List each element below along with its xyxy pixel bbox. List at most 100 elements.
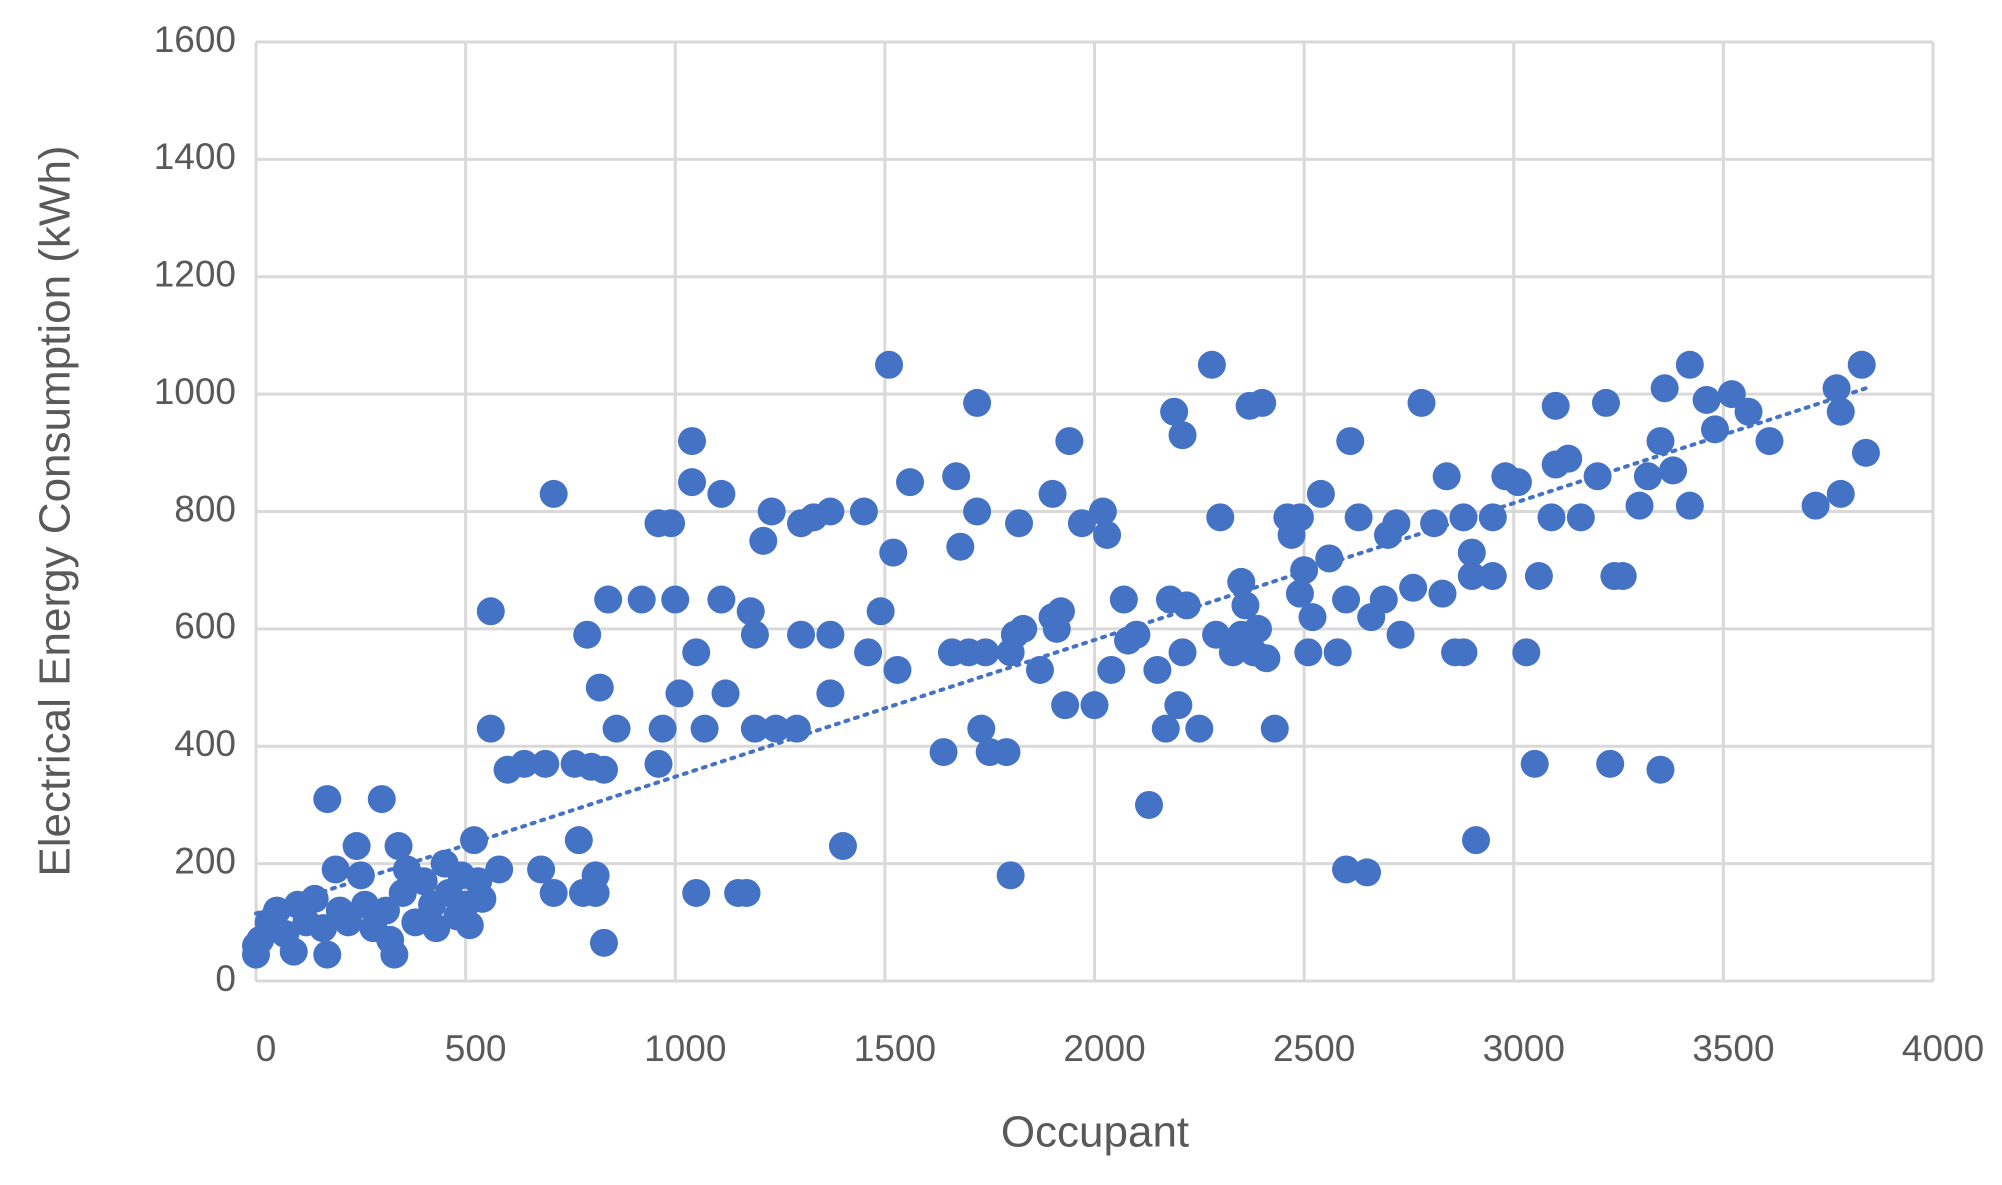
point [1503, 468, 1532, 497]
point [1244, 614, 1273, 643]
point [594, 585, 623, 614]
point [1755, 427, 1784, 456]
point [334, 908, 363, 937]
point [384, 832, 413, 861]
x-tick-label: 0 [256, 1028, 277, 1069]
point [1386, 620, 1415, 649]
y-tick-label: 1400 [154, 136, 236, 177]
point [1038, 479, 1067, 508]
point [1294, 638, 1323, 667]
point [409, 867, 438, 896]
point [1336, 427, 1365, 456]
point [1734, 397, 1763, 426]
point [1826, 397, 1855, 426]
point [1399, 573, 1428, 602]
point [749, 526, 778, 555]
point [1151, 714, 1180, 743]
point [1323, 638, 1352, 667]
point [879, 538, 908, 567]
point [761, 714, 790, 743]
point [648, 714, 677, 743]
point [1202, 620, 1231, 649]
point [380, 940, 409, 969]
point [883, 655, 912, 684]
point [1692, 385, 1721, 414]
point [627, 585, 656, 614]
point [1646, 427, 1675, 456]
point [1382, 509, 1411, 538]
point [1512, 638, 1541, 667]
point [1826, 479, 1855, 508]
point [782, 714, 811, 743]
y-tick-label: 800 [174, 488, 236, 529]
point [476, 714, 505, 743]
x-tick-label: 1000 [644, 1028, 726, 1069]
point [1005, 509, 1034, 538]
point [682, 878, 711, 907]
point [351, 890, 380, 919]
point [946, 532, 975, 561]
point [313, 785, 342, 814]
point [1332, 855, 1361, 884]
point [942, 462, 971, 491]
point [1046, 597, 1075, 626]
point [736, 597, 765, 626]
point [1252, 644, 1281, 673]
point [682, 638, 711, 667]
y-tick-label: 600 [174, 606, 236, 647]
point [896, 468, 925, 497]
point [455, 911, 484, 940]
point [422, 914, 451, 943]
point [531, 749, 560, 778]
point [849, 497, 878, 526]
point [313, 940, 342, 969]
point [963, 388, 992, 417]
point [581, 878, 610, 907]
point [992, 738, 1021, 767]
point [644, 749, 673, 778]
point [1168, 638, 1197, 667]
point [866, 597, 895, 626]
point [1449, 503, 1478, 532]
point [279, 937, 308, 966]
point [1260, 714, 1289, 743]
point [690, 714, 719, 743]
point [476, 597, 505, 626]
point [1143, 655, 1172, 684]
point [1227, 567, 1256, 596]
point [1432, 462, 1461, 491]
point [1717, 380, 1746, 409]
point [510, 749, 539, 778]
x-tick-label: 3500 [1692, 1028, 1774, 1069]
point [740, 714, 769, 743]
point [1591, 388, 1620, 417]
point [678, 427, 707, 456]
point [1428, 579, 1457, 608]
y-tick-label: 0 [215, 958, 236, 999]
point [1088, 497, 1117, 526]
point [1675, 491, 1704, 520]
point [1566, 503, 1595, 532]
point [371, 896, 400, 925]
point [816, 620, 845, 649]
point [1369, 585, 1398, 614]
point [740, 620, 769, 649]
point [929, 738, 958, 767]
point [1625, 491, 1654, 520]
y-tick-label: 200 [174, 840, 236, 881]
point [678, 468, 707, 497]
point [1847, 350, 1876, 379]
point [1524, 562, 1553, 591]
y-tick-label: 1200 [154, 254, 236, 295]
point [589, 755, 618, 784]
point [1478, 562, 1507, 591]
point [1596, 749, 1625, 778]
y-tick-label: 400 [174, 723, 236, 764]
point [468, 884, 497, 913]
point [1353, 858, 1382, 887]
point [1055, 427, 1084, 456]
x-tick-label: 500 [445, 1028, 507, 1069]
point [1449, 638, 1478, 667]
